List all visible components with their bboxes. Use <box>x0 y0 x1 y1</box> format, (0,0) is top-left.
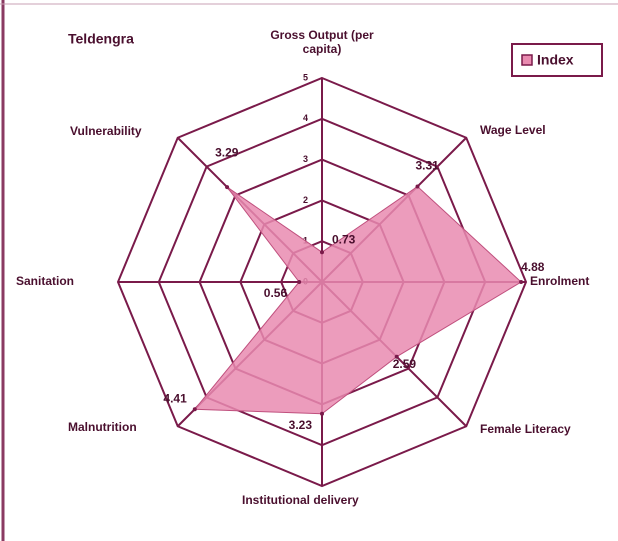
axis-label: Sanitation <box>16 274 75 288</box>
chart-title: Teldengra <box>68 31 134 47</box>
value-label: 3.29 <box>215 145 239 159</box>
radar-point <box>192 407 197 412</box>
tick-label: 4 <box>303 113 308 123</box>
value-label: 3.23 <box>289 418 313 432</box>
axis-label: Malnutrition <box>68 420 137 434</box>
value-label: 0.73 <box>332 232 356 246</box>
value-label: 2.59 <box>393 357 417 371</box>
axis-label: Vulnerability <box>70 124 142 138</box>
radar-point <box>394 354 399 359</box>
value-label: 4.41 <box>163 391 187 405</box>
axis-label: Gross Output (per capita) <box>270 28 374 56</box>
radar-point <box>320 250 324 255</box>
radar-point <box>320 411 324 416</box>
value-label: 0.56 <box>264 286 288 300</box>
value-label: 4.88 <box>521 260 545 274</box>
axis-label: Female Literacy <box>480 422 571 436</box>
axis-label: Wage Level <box>480 123 546 137</box>
tick-label: 2 <box>303 195 308 205</box>
axis-label: Enrolment <box>530 274 590 288</box>
value-label: 3.31 <box>415 159 439 173</box>
axis-label: Institutional delivery <box>242 493 359 507</box>
radar-point <box>415 184 420 189</box>
legend-swatch <box>521 54 533 66</box>
radar-point <box>297 280 302 284</box>
legend-label: Index <box>537 52 574 68</box>
tick-label: 3 <box>303 154 308 164</box>
tick-label: 5 <box>303 72 308 82</box>
radar-point <box>225 185 230 190</box>
radar-point <box>519 280 524 284</box>
